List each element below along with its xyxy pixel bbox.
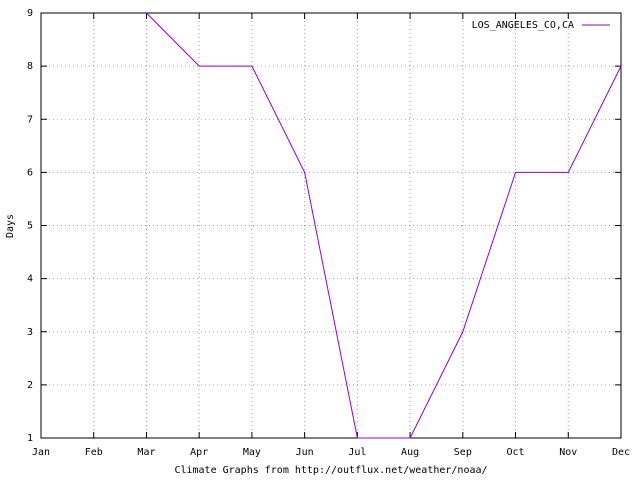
y-tick-label: 1 [27,433,33,444]
y-tick-label: 6 [27,167,33,178]
x-tick-label: Nov [559,447,577,458]
x-tick-label: Dec [612,447,630,458]
x-tick-label: Apr [190,447,208,458]
x-tick-label: Oct [507,447,525,458]
x-tick-label: Jun [296,447,314,458]
y-tick-label: 7 [27,114,33,125]
x-tick-label: Sep [454,447,472,458]
x-tick-label: Mar [137,447,155,458]
x-axis-label: Climate Graphs from http://outflux.net/w… [174,465,487,476]
x-tick-label: Aug [401,447,419,458]
legend-label: LOS_ANGELES_CO,CA [472,20,574,31]
y-tick-label: 8 [27,61,33,72]
y-tick-label: 5 [27,221,33,232]
x-tick-label: Jan [32,447,50,458]
x-tick-label: Feb [85,447,103,458]
y-tick-label: 4 [27,274,33,285]
x-tick-label: Jul [348,447,366,458]
plot-border [40,12,622,439]
y-tick-label: 2 [27,380,33,391]
x-tick-label: May [243,447,261,458]
y-tick-label: 9 [27,8,33,19]
y-axis-label: Days [5,214,16,238]
data-line [146,12,622,439]
y-tick-label: 3 [27,327,33,338]
